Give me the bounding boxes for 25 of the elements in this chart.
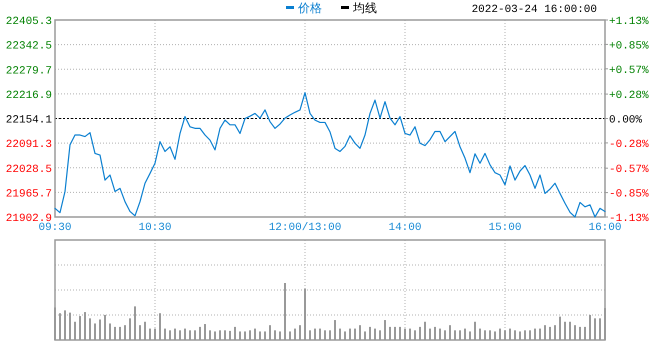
y2-tick-label: +0.57% xyxy=(609,64,650,77)
x-tick-label: 09:30 xyxy=(38,222,72,234)
legend-label: 均线 xyxy=(352,1,377,15)
x-tick-label: 10:30 xyxy=(138,222,172,234)
y-tick-label: 22216.9 xyxy=(6,90,52,102)
y-tick-label: 21965.7 xyxy=(6,188,52,200)
y-tick-label: 22091.3 xyxy=(6,139,52,152)
x-tick-label: 12:00/13:00 xyxy=(268,222,342,234)
y-tick-label: 22028.5 xyxy=(6,164,52,176)
y-tick-label: 22405.3 xyxy=(6,16,52,28)
y-tick-label: 22154.1 xyxy=(6,114,52,126)
y2-tick-label: +0.28% xyxy=(609,90,650,102)
y2-tick-label: -0.57% xyxy=(609,164,650,176)
y-tick-label: 22279.7 xyxy=(6,65,52,78)
x-tick-label: 15:00 xyxy=(488,222,522,234)
chart-subtitle: 2022-03-24 16:00:00 xyxy=(472,4,597,16)
legend-label: 价格 xyxy=(297,1,322,15)
y2-tick-label: -0.85% xyxy=(609,188,650,201)
x-tick-label: 16:00 xyxy=(588,222,622,234)
y-tick-label: 22342.5 xyxy=(6,40,52,53)
y2-tick-label: -0.28% xyxy=(609,138,650,151)
y2-tick-label: +0.85% xyxy=(609,40,650,52)
x-tick-label: 14:00 xyxy=(388,222,422,234)
y2-tick-label: 0.00% xyxy=(609,114,642,126)
y2-tick-label: +1.13% xyxy=(609,16,650,28)
